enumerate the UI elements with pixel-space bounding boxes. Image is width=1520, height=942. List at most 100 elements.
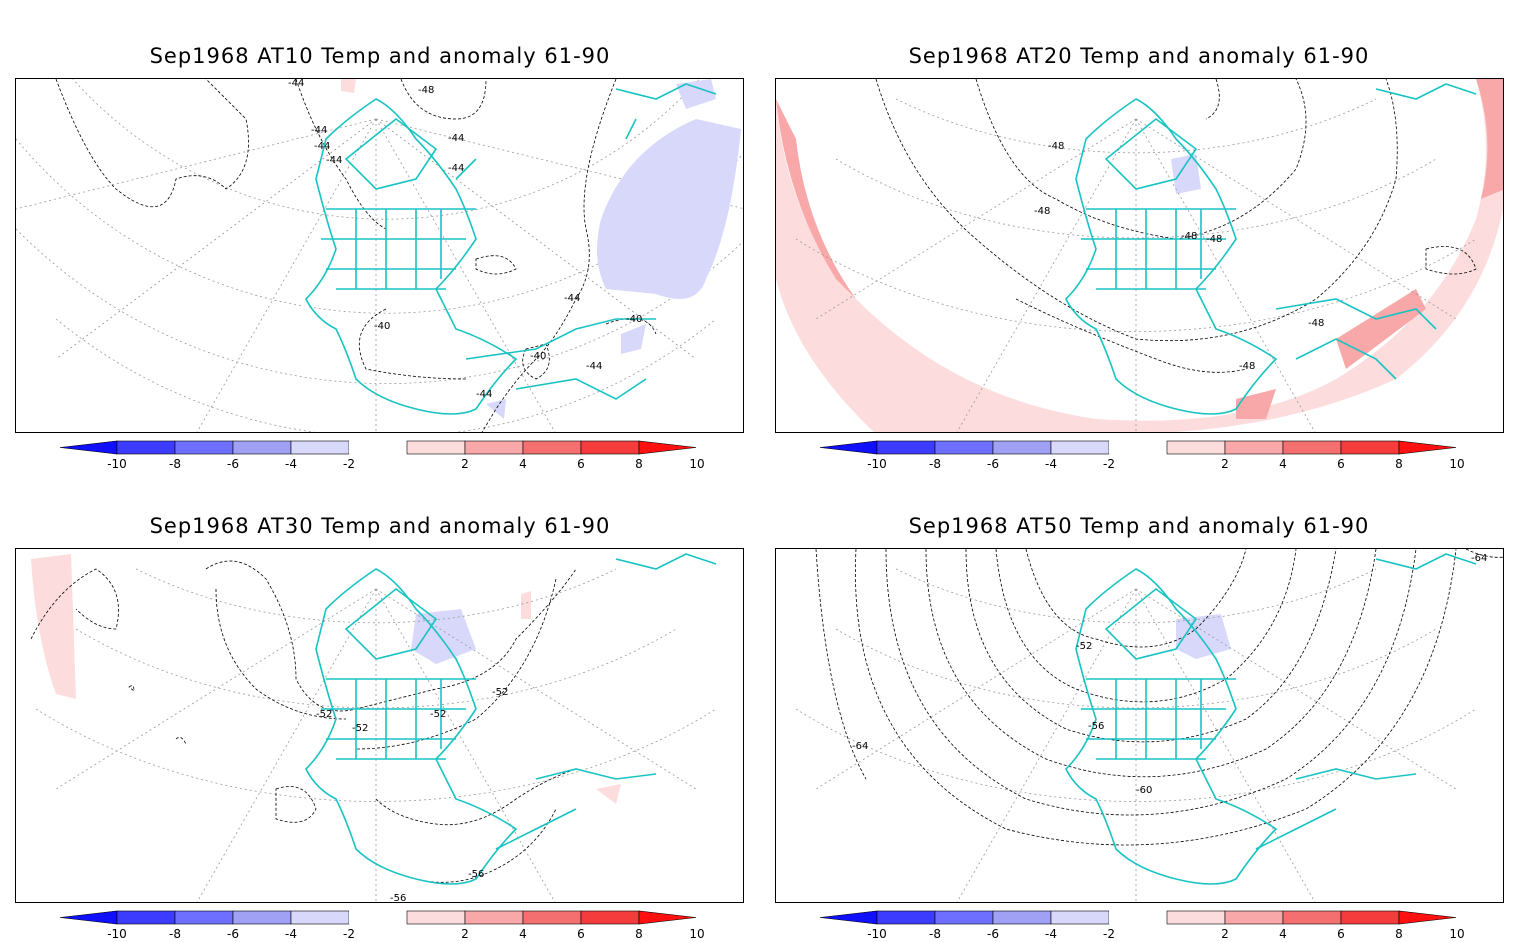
colorbar-tick-label: 2 [1221, 457, 1229, 471]
panel-title-at20: Sep1968 AT20 Temp and anomaly 61-90 [908, 44, 1370, 68]
colorbar-swatch [464, 440, 524, 455]
colorbar-tick-label: -6 [987, 457, 999, 471]
graticule [35, 568, 717, 902]
svg-text:-48: -48 [1034, 206, 1050, 217]
warm-anomaly-ring [776, 79, 1503, 432]
graticule [795, 568, 1477, 902]
colorbar-arrow-left [819, 910, 878, 925]
svg-text:-44: -44 [314, 141, 330, 152]
svg-text:-56: -56 [468, 869, 484, 880]
cold-anomaly-area [597, 119, 741, 299]
map-at10-svg: -44 -48 -44 -44 -44 -44 -40 -44 -40 -44 … [16, 79, 743, 432]
colorbar-tick-label: 8 [1395, 457, 1403, 471]
svg-text:-44: -44 [288, 79, 304, 89]
svg-text:-56: -56 [390, 893, 406, 903]
colorbar-tick-label: -6 [987, 927, 999, 941]
colorbar-swatch [1224, 910, 1284, 925]
colorbar-tick-label: -8 [929, 927, 941, 941]
cold-anomaly-area [411, 609, 476, 664]
colorbar-swatch [174, 440, 234, 455]
colorbar-arrow-left [819, 440, 878, 455]
colorbar-arrow-right [638, 910, 697, 925]
colorbar-tick-label: -4 [285, 927, 297, 941]
colorbar-tick-label: -6 [227, 457, 239, 471]
svg-text:-44: -44 [586, 361, 602, 372]
colorbar-tick-label: 10 [1449, 927, 1464, 941]
map-at20: -48 -48 -48 -48 -48 -48 [775, 78, 1504, 433]
colorbar-tick-label: 2 [1221, 927, 1229, 941]
map-at30-svg: -52 -52 -52 -52 -56 -56 [30, 553, 717, 903]
svg-text:-52: -52 [430, 709, 446, 720]
colorbar-swatch [290, 910, 350, 925]
colorbar-swatch [1340, 910, 1400, 925]
colorbar-swatch [406, 910, 466, 925]
colorbar-tick-label: 10 [689, 927, 704, 941]
coastlines [1065, 83, 1477, 415]
colorbar-tick-label: 4 [519, 927, 527, 941]
colorbar-swatch [1340, 440, 1400, 455]
colorbar-swatch [1109, 441, 1167, 454]
colorbar-tick-label: 6 [1337, 457, 1345, 471]
colorbar-tick-label: -4 [1045, 457, 1057, 471]
contours [30, 560, 577, 883]
svg-text:-44: -44 [564, 293, 580, 304]
coastlines [305, 83, 717, 415]
colorbar-swatch [934, 910, 994, 925]
colorbar-swatch [116, 910, 176, 925]
svg-text:-44: -44 [311, 125, 327, 136]
colorbar-swatch [1109, 911, 1167, 924]
colorbar-tick-label: 8 [1395, 927, 1403, 941]
svg-text:-64: -64 [1471, 553, 1487, 564]
colorbar-swatch [1050, 440, 1110, 455]
svg-text:-44: -44 [476, 389, 492, 400]
svg-text:-48: -48 [1206, 234, 1222, 245]
svg-text:-52: -52 [492, 687, 508, 698]
coastlines [305, 553, 717, 885]
colorbar-tick-label: -2 [343, 457, 355, 471]
svg-text:-52: -52 [1076, 641, 1092, 652]
contour-labels-at30: -52 -52 -52 -52 -56 -56 [316, 687, 508, 903]
colorbar-tick-label: 2 [461, 927, 469, 941]
colorbar-swatch [406, 440, 466, 455]
colorbar-swatch [349, 441, 407, 454]
colorbar-swatch [290, 440, 350, 455]
colorbar-swatch [232, 440, 292, 455]
colorbar-tick-label: 8 [635, 457, 643, 471]
svg-text:-52: -52 [352, 723, 368, 734]
colorbar-tick-label: -4 [1045, 927, 1057, 941]
colorbar-tick-label: -6 [227, 927, 239, 941]
warm-anomaly-area [31, 554, 76, 699]
colorbar-tick-label: -2 [1103, 927, 1115, 941]
colorbar-swatch [934, 440, 994, 455]
colorbar-swatch [1282, 440, 1342, 455]
svg-text:-44: -44 [448, 133, 464, 144]
map-at20-svg: -48 -48 -48 -48 -48 -48 [776, 79, 1503, 432]
svg-text:-64: -64 [852, 741, 868, 752]
contour-labels-at10: -44 -48 -44 -44 -44 -44 -40 -44 -40 -44 … [288, 79, 642, 400]
colorbar-swatch [1166, 440, 1226, 455]
colorbar-arrow-right [1398, 440, 1457, 455]
contour-labels-at50: -52 -56 -60 -64 -64 [852, 553, 1487, 796]
svg-text:-52: -52 [316, 709, 332, 720]
colorbar-tick-label: 6 [577, 927, 585, 941]
colorbar-tick-label: 2 [461, 457, 469, 471]
colorbar-swatch [522, 440, 582, 455]
colorbar-tick-label: 10 [689, 457, 704, 471]
colorbar-tick-label: 4 [1279, 927, 1287, 941]
svg-text:-40: -40 [530, 351, 546, 362]
colorbar-tick-label: 4 [1279, 457, 1287, 471]
panel-title-at50: Sep1968 AT50 Temp and anomaly 61-90 [908, 514, 1370, 538]
colorbar-arrow-right [1398, 910, 1457, 925]
map-at50: -52 -56 -60 -64 -64 [775, 548, 1504, 903]
svg-text:-48: -48 [1048, 141, 1064, 152]
colorbar-arrow-left [59, 910, 118, 925]
colorbar-swatch [876, 910, 936, 925]
colorbar-swatch [876, 440, 936, 455]
colorbar-arrow-left [59, 440, 118, 455]
map-at50-svg: -52 -56 -60 -64 -64 [795, 549, 1503, 902]
colorbar-at50: -10 -8 -6 -4 -2 2 4 6 8 10 [819, 910, 1465, 941]
svg-text:-40: -40 [626, 314, 642, 325]
graticule [795, 98, 1477, 432]
colorbar-tick-label: -2 [343, 927, 355, 941]
svg-text:-48: -48 [1239, 361, 1255, 372]
